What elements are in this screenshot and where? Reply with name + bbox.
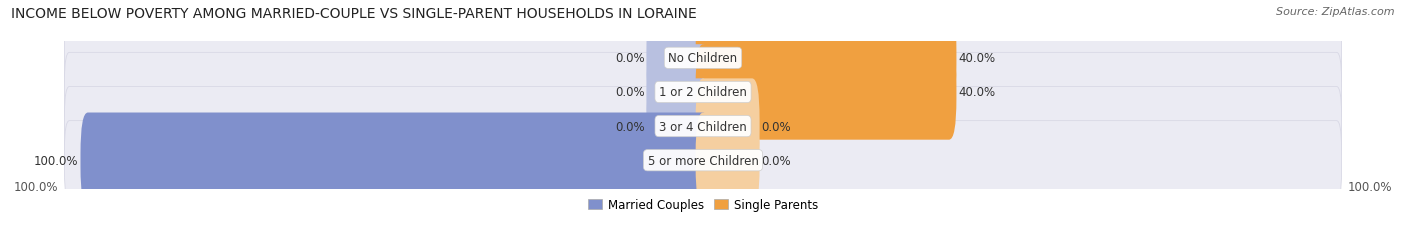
FancyBboxPatch shape — [696, 113, 759, 208]
FancyBboxPatch shape — [696, 11, 956, 106]
Text: 40.0%: 40.0% — [959, 52, 995, 65]
FancyBboxPatch shape — [80, 113, 710, 208]
Text: 100.0%: 100.0% — [14, 181, 59, 194]
FancyBboxPatch shape — [696, 45, 956, 140]
Text: 100.0%: 100.0% — [34, 154, 79, 167]
Text: 0.0%: 0.0% — [614, 52, 644, 65]
Text: 1 or 2 Children: 1 or 2 Children — [659, 86, 747, 99]
Text: 0.0%: 0.0% — [762, 154, 792, 167]
Text: 0.0%: 0.0% — [614, 120, 644, 133]
FancyBboxPatch shape — [647, 45, 710, 140]
Text: 40.0%: 40.0% — [959, 86, 995, 99]
FancyBboxPatch shape — [65, 53, 1341, 132]
Text: 3 or 4 Children: 3 or 4 Children — [659, 120, 747, 133]
Legend: Married Couples, Single Parents: Married Couples, Single Parents — [583, 194, 823, 216]
Text: 5 or more Children: 5 or more Children — [648, 154, 758, 167]
FancyBboxPatch shape — [65, 121, 1341, 200]
FancyBboxPatch shape — [65, 19, 1341, 98]
Text: Source: ZipAtlas.com: Source: ZipAtlas.com — [1277, 7, 1395, 17]
FancyBboxPatch shape — [647, 11, 710, 106]
Text: 100.0%: 100.0% — [1347, 181, 1392, 194]
FancyBboxPatch shape — [65, 87, 1341, 166]
Text: 0.0%: 0.0% — [614, 86, 644, 99]
Text: 0.0%: 0.0% — [762, 120, 792, 133]
Text: No Children: No Children — [668, 52, 738, 65]
Text: INCOME BELOW POVERTY AMONG MARRIED-COUPLE VS SINGLE-PARENT HOUSEHOLDS IN LORAINE: INCOME BELOW POVERTY AMONG MARRIED-COUPL… — [11, 7, 697, 21]
FancyBboxPatch shape — [696, 79, 759, 174]
FancyBboxPatch shape — [647, 79, 710, 174]
